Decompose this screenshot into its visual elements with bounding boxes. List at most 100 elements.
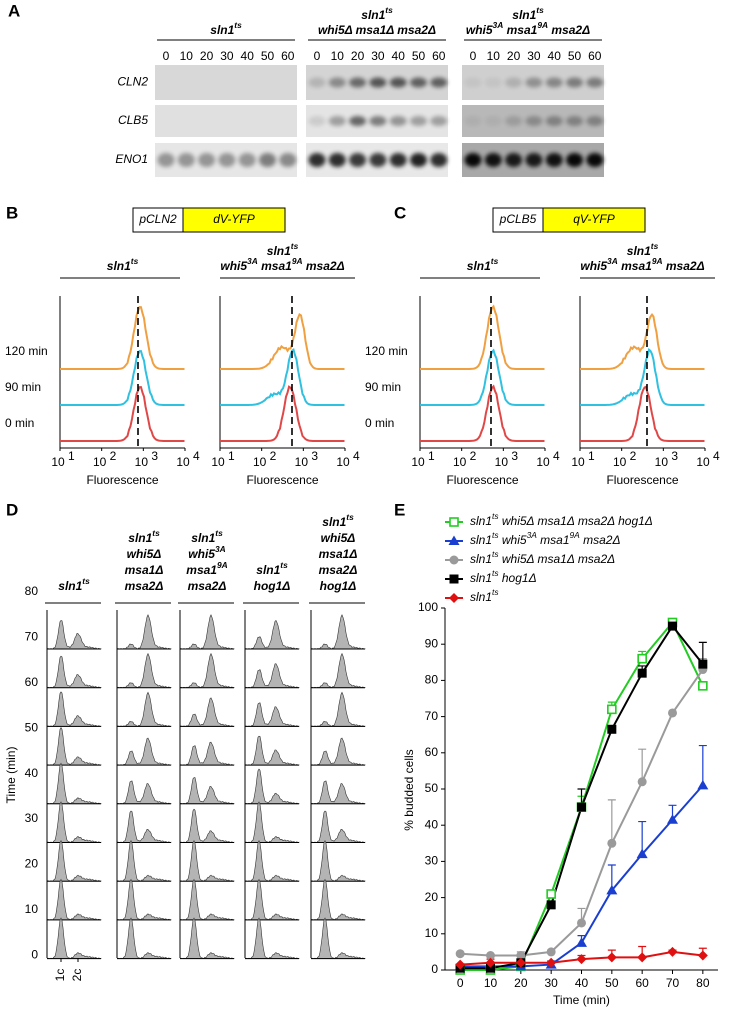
text-run: whi5 [502,533,527,547]
dna-histogram [179,917,235,959]
blot-band [464,77,482,88]
column-title: msa2Δ [125,579,164,593]
marker [455,959,466,970]
blot-band [545,116,563,126]
x-tick-exponent: 4 [713,449,720,463]
panel-letter: E [394,500,405,519]
dna-histogram [116,652,172,689]
blot-band [157,153,175,167]
construct-promoter [132,207,184,233]
text-run: sln1 [210,23,234,37]
column-title: sln1ts [191,528,223,545]
fluorescence-histogram [580,313,705,370]
blot-band [389,153,407,167]
y-tick-label: 10 [425,926,439,940]
column-title: whi5Δ [127,547,162,561]
column-title: msa2Δ [188,579,227,593]
superscript: 3A [607,256,618,266]
x-axis-label: Fluorescence [86,473,158,487]
blot-band [484,153,502,167]
text-run: whi5Δ [502,514,535,528]
x-tick-label: 20 [514,976,528,990]
fluorescence-histogram [580,385,705,442]
y-axis-label: % budded cells [402,749,416,830]
blot [155,105,297,137]
text-run: sln1 [191,531,215,545]
text-run: hog1Δ [254,579,291,593]
blot-band [349,153,367,167]
marker [697,779,709,790]
column-title: msa19A [186,560,227,577]
marker [485,957,496,968]
dna-histogram [46,727,102,766]
blot-band [308,153,326,167]
blot-band [586,116,604,126]
superscript: ts [651,241,659,251]
x-tick-exponent: 3 [671,449,678,463]
legend-label: sln1ts whi53A msa19A msa2Δ [470,530,621,547]
lane-label: 60 [281,49,295,63]
marker [546,957,557,968]
y-tick-label: 70 [425,709,439,723]
superscript: ts [82,576,90,586]
dna-histogram [46,839,102,882]
x-tick-base: 10 [135,455,149,469]
blot-band [505,153,523,167]
x-tick-exponent: 3 [511,449,518,463]
x-tick-exponent: 2 [110,449,117,463]
superscript: ts [131,256,139,266]
superscript: ts [536,5,544,15]
superscript: 3A [247,256,258,266]
text-run: msa2Δ [319,563,358,577]
column-title: hog1Δ [320,579,357,593]
marker [577,918,586,928]
text-run: sln1 [470,552,492,566]
fluorescence-histogram [60,306,185,370]
text-run: msa1 [186,563,217,577]
superscript: 3A [215,544,226,554]
dna-histogram [179,697,235,727]
blot-band [525,116,543,126]
marker [606,884,618,895]
x-tick-base: 10 [211,455,225,469]
superscript: ts [491,256,499,266]
group-title: whi5Δ msa1Δ msa2Δ [318,23,436,37]
time-label: 0 min [365,416,394,430]
x-tick-exponent: 1 [588,449,595,463]
y-axis-label: Time (min) [4,747,18,804]
x-tick-base: 10 [253,455,267,469]
dna-histogram [46,691,102,727]
x-tick-exponent: 1 [228,449,235,463]
blot-band [369,153,387,167]
text-run: whi5Δ [321,531,356,545]
fluorescence-histogram [220,347,345,406]
x-tick-label: 60 [635,976,649,990]
plot-title: sln1ts [467,256,499,273]
marker [577,802,586,812]
text-run: msa2Δ [125,579,164,593]
time-label: 70 [25,630,39,644]
lane-label: 40 [241,49,255,63]
time-label: 0 [31,947,38,961]
dna-histogram [310,691,366,727]
blot-band [308,116,326,126]
row-label: ENO1 [115,152,148,166]
lane-label: 20 [351,49,365,63]
text-run: sln1 [107,259,131,273]
fluorescence-histogram [220,385,345,442]
dna-histogram [46,762,102,805]
x-tick-base: 10 [336,455,350,469]
x-tick-base: 10 [696,455,710,469]
fluorescence-histogram [420,348,545,406]
time-label: 90 min [5,380,41,394]
x-tick-exponent: 3 [151,449,158,463]
superscript: ts [492,549,499,559]
plot-title: sln1ts [267,241,299,258]
text-run: msa1 [261,259,292,273]
x-tick-label: 70 [666,976,680,990]
time-label: 120 min [5,344,48,358]
text-run: hog1Δ [320,579,357,593]
x-tick-base: 10 [176,455,190,469]
text-run: msa2Δ [583,533,620,547]
